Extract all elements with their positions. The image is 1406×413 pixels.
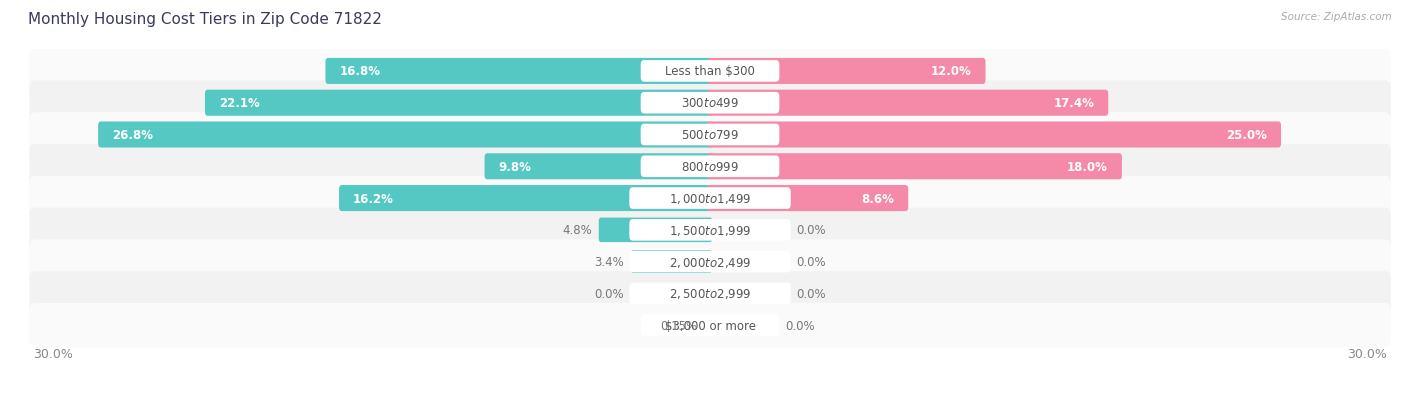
Text: $300 to $499: $300 to $499 bbox=[681, 97, 740, 110]
FancyBboxPatch shape bbox=[641, 315, 779, 336]
FancyBboxPatch shape bbox=[630, 251, 790, 273]
FancyBboxPatch shape bbox=[641, 124, 779, 146]
FancyBboxPatch shape bbox=[30, 50, 1391, 94]
Text: 0.0%: 0.0% bbox=[796, 224, 827, 237]
FancyBboxPatch shape bbox=[641, 156, 779, 178]
FancyBboxPatch shape bbox=[30, 176, 1391, 221]
Text: 9.8%: 9.8% bbox=[499, 160, 531, 173]
Text: $1,500 to $1,999: $1,500 to $1,999 bbox=[669, 223, 751, 237]
Text: 0.0%: 0.0% bbox=[796, 287, 827, 300]
Text: Less than $300: Less than $300 bbox=[665, 65, 755, 78]
Text: 25.0%: 25.0% bbox=[1226, 129, 1267, 142]
Text: Monthly Housing Cost Tiers in Zip Code 71822: Monthly Housing Cost Tiers in Zip Code 7… bbox=[28, 12, 382, 27]
FancyBboxPatch shape bbox=[630, 188, 790, 209]
FancyBboxPatch shape bbox=[30, 81, 1391, 126]
FancyBboxPatch shape bbox=[30, 145, 1391, 189]
FancyBboxPatch shape bbox=[630, 283, 790, 304]
FancyBboxPatch shape bbox=[98, 122, 713, 148]
FancyBboxPatch shape bbox=[707, 154, 1122, 180]
Text: 30.0%: 30.0% bbox=[32, 347, 73, 361]
FancyBboxPatch shape bbox=[30, 208, 1391, 252]
Text: $800 to $999: $800 to $999 bbox=[681, 160, 740, 173]
Text: 4.8%: 4.8% bbox=[562, 224, 592, 237]
FancyBboxPatch shape bbox=[707, 90, 1108, 116]
FancyBboxPatch shape bbox=[30, 303, 1391, 348]
Text: $500 to $799: $500 to $799 bbox=[681, 129, 740, 142]
Text: 12.0%: 12.0% bbox=[931, 65, 972, 78]
Text: $2,000 to $2,499: $2,000 to $2,499 bbox=[669, 255, 751, 269]
Text: 0.0%: 0.0% bbox=[796, 256, 827, 268]
FancyBboxPatch shape bbox=[707, 59, 986, 85]
FancyBboxPatch shape bbox=[325, 59, 713, 85]
Text: 16.2%: 16.2% bbox=[353, 192, 394, 205]
FancyBboxPatch shape bbox=[485, 154, 713, 180]
Text: 30.0%: 30.0% bbox=[1347, 347, 1388, 361]
FancyBboxPatch shape bbox=[631, 251, 711, 273]
FancyBboxPatch shape bbox=[641, 61, 779, 83]
Text: 0.15%: 0.15% bbox=[661, 319, 697, 332]
Text: 17.4%: 17.4% bbox=[1053, 97, 1094, 110]
FancyBboxPatch shape bbox=[707, 185, 908, 211]
Text: 0.0%: 0.0% bbox=[593, 287, 624, 300]
Text: 18.0%: 18.0% bbox=[1067, 160, 1108, 173]
FancyBboxPatch shape bbox=[707, 316, 710, 335]
FancyBboxPatch shape bbox=[30, 240, 1391, 284]
Text: 16.8%: 16.8% bbox=[339, 65, 381, 78]
FancyBboxPatch shape bbox=[205, 90, 713, 116]
FancyBboxPatch shape bbox=[707, 122, 1281, 148]
Text: 0.0%: 0.0% bbox=[785, 319, 814, 332]
Text: Source: ZipAtlas.com: Source: ZipAtlas.com bbox=[1281, 12, 1392, 22]
Text: 3.4%: 3.4% bbox=[593, 256, 624, 268]
FancyBboxPatch shape bbox=[339, 185, 713, 211]
Text: 22.1%: 22.1% bbox=[219, 97, 260, 110]
FancyBboxPatch shape bbox=[599, 218, 713, 242]
Text: $3,000 or more: $3,000 or more bbox=[665, 319, 755, 332]
FancyBboxPatch shape bbox=[30, 271, 1391, 316]
Text: $2,500 to $2,999: $2,500 to $2,999 bbox=[669, 287, 751, 301]
Text: 8.6%: 8.6% bbox=[862, 192, 894, 205]
FancyBboxPatch shape bbox=[30, 113, 1391, 157]
Text: 26.8%: 26.8% bbox=[112, 129, 153, 142]
FancyBboxPatch shape bbox=[641, 93, 779, 114]
FancyBboxPatch shape bbox=[630, 219, 790, 241]
Text: $1,000 to $1,499: $1,000 to $1,499 bbox=[669, 192, 751, 206]
